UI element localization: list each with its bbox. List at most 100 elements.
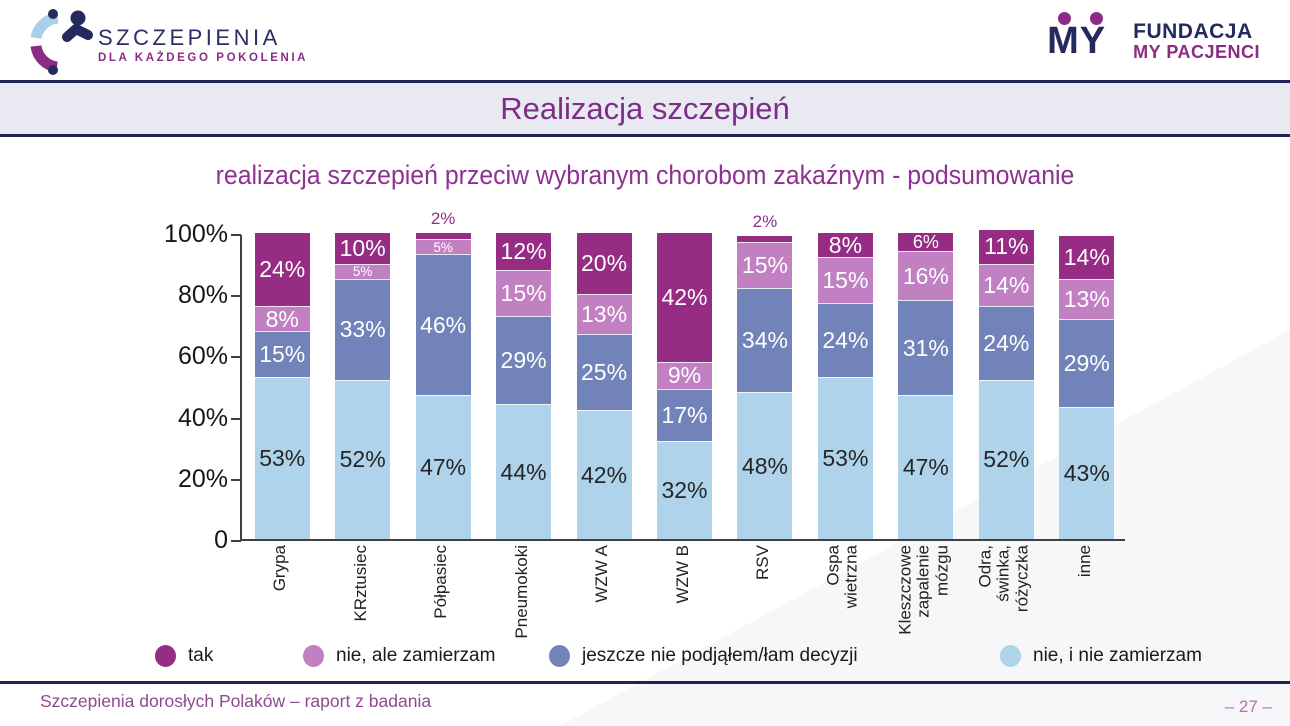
segment-value-label: 43% bbox=[1063, 460, 1110, 487]
bar-segment: 24% bbox=[254, 233, 310, 307]
bar-segment: 8% bbox=[254, 305, 310, 332]
segment-value-label: 24% bbox=[259, 256, 306, 283]
logo-text-fundacja: FUNDACJA bbox=[1133, 19, 1253, 43]
bar-segment: 10% bbox=[335, 233, 391, 264]
x-axis-label: Pneumokoki bbox=[511, 545, 531, 639]
bar-segment: 13% bbox=[576, 294, 632, 334]
y-axis-label: 0 bbox=[214, 526, 228, 554]
bar-segment: 43% bbox=[1059, 407, 1115, 539]
header-divider-line bbox=[0, 80, 1290, 83]
x-axis-label: inne bbox=[1074, 545, 1094, 578]
legend-label: jeszcze nie podjąłem/łam decyzji bbox=[582, 645, 858, 666]
stacked-bar-chart-plot: 100% 80% 60% 40% 20% 0 24% 8% 15% 53% 10% 5% 33% 52% 5… bbox=[164, 209, 1125, 554]
segment-value-label: 42% bbox=[581, 461, 628, 488]
segment-value-label: 33% bbox=[339, 316, 386, 343]
bar-segment: 5% bbox=[335, 263, 391, 280]
x-axis-label: RSV bbox=[752, 545, 772, 580]
bar-segment: 20% bbox=[576, 233, 632, 295]
page-number: – 27 – bbox=[1224, 697, 1272, 716]
footer-divider-line bbox=[0, 681, 1290, 684]
segment-value-label: 52% bbox=[983, 446, 1030, 473]
segment-value-label: 53% bbox=[822, 444, 869, 471]
y-axis-label: 100% bbox=[164, 220, 228, 248]
y-axis-tick bbox=[231, 540, 241, 542]
logo-szczepienia: SZCZEPIENIA DLA KAŻDEGO POKOLENIA bbox=[22, 6, 308, 83]
szczepienia-logo-icon bbox=[22, 6, 96, 83]
bar-segment: 17% bbox=[657, 389, 712, 442]
segment-value-label: 20% bbox=[581, 250, 628, 277]
bar-segment: 47% bbox=[898, 395, 954, 539]
x-axis-label: KRztusiec bbox=[350, 545, 370, 622]
bar-segment: 14% bbox=[978, 263, 1034, 307]
bar-segment: 46% bbox=[415, 254, 471, 396]
segment-value-label: 48% bbox=[741, 452, 788, 479]
bar-Ospa wietrzna: 8% 15% 24% 53% bbox=[817, 231, 873, 539]
bar-segment: 9% bbox=[657, 361, 712, 390]
segment-value-label: 15% bbox=[500, 279, 547, 306]
segment-value-label: 16% bbox=[902, 262, 949, 289]
segment-value-label: 15% bbox=[259, 340, 306, 367]
segment-value-label: 5% bbox=[352, 264, 373, 280]
bar-segment: 8% bbox=[817, 231, 873, 258]
logo-text-my-pacjenci: MY PACJENCI bbox=[1133, 41, 1260, 62]
bar-Pneumokoki: 12% 15% 29% 44% bbox=[496, 233, 552, 539]
bar-segment bbox=[415, 233, 471, 240]
bar-segment: 33% bbox=[335, 278, 391, 380]
y-axis-tick bbox=[231, 478, 241, 481]
segment-value-label: 17% bbox=[661, 402, 708, 429]
x-axis-label: Odra, świnka, różyczka bbox=[975, 545, 1032, 613]
footer-source-text: Szczepienia dorosłych Polaków – raport z… bbox=[40, 691, 432, 711]
y-axis-tick bbox=[231, 417, 241, 420]
legend-color-dot bbox=[155, 645, 176, 667]
segment-value-label: 24% bbox=[822, 327, 869, 354]
legend-item: tak bbox=[155, 645, 213, 667]
title-band: Realizacja szczepień bbox=[0, 83, 1290, 134]
bar-segment: 16% bbox=[898, 251, 954, 301]
segment-value-label: 9% bbox=[667, 362, 702, 389]
x-axis-label: WZW B bbox=[672, 545, 692, 604]
bar-segment: 24% bbox=[978, 306, 1034, 380]
bar-segment: 29% bbox=[496, 315, 552, 405]
bar-segment: 24% bbox=[817, 303, 873, 377]
segment-value-label-above-bar: 2% bbox=[430, 209, 456, 228]
bar-segment: 42% bbox=[576, 410, 632, 539]
segment-value-label: 47% bbox=[902, 454, 949, 481]
segment-value-label: 15% bbox=[822, 267, 869, 294]
segment-value-label: 32% bbox=[661, 477, 708, 504]
segment-value-label: 11% bbox=[984, 233, 1029, 260]
my-pacjenci-logo-text: FUNDACJA MY PACJENCI bbox=[1133, 19, 1260, 62]
bar-RSV: 15% 34% 48% bbox=[737, 236, 793, 539]
logo-head-dot bbox=[1058, 12, 1072, 25]
segment-value-label-above-bar: 2% bbox=[752, 212, 778, 232]
segment-value-label: 29% bbox=[500, 346, 547, 373]
segment-value-label: 8% bbox=[265, 305, 299, 332]
chart-title: realizacja szczepień przeciw wybranym ch… bbox=[215, 160, 1075, 190]
segment-value-label: 44% bbox=[500, 458, 547, 485]
bar-segment: 34% bbox=[737, 288, 793, 393]
bar-segment: 52% bbox=[335, 379, 391, 539]
bar-segment: 44% bbox=[496, 404, 552, 539]
bar-Kleszczowe zapalenie mózgu: 6% 16% 31% 47% bbox=[898, 232, 954, 539]
legend-label: tak bbox=[188, 645, 214, 666]
segment-value-label: 29% bbox=[1063, 350, 1110, 377]
bar-Odra, świnka, różyczka: 11% 14% 24% 52% bbox=[978, 229, 1034, 539]
x-axis-label: Grypa bbox=[270, 545, 290, 592]
bar-KRztusiec: 10% 5% 33% 52% bbox=[335, 233, 391, 539]
bar-WZW A: 20% 13% 25% 42% bbox=[576, 233, 632, 539]
szczepienia-logo-text: SZCZEPIENIA DLA KAŻDEGO POKOLENIA bbox=[98, 25, 308, 64]
bar-segment: 25% bbox=[576, 333, 632, 411]
segment-value-label: 46% bbox=[420, 311, 467, 338]
logo-monogram: MY bbox=[1047, 20, 1107, 62]
y-axis-label: 60% bbox=[177, 342, 228, 371]
legend-item: nie, i nie zamierzam bbox=[1000, 645, 1202, 667]
title-band-divider-line bbox=[0, 134, 1290, 137]
segment-value-label: 8% bbox=[828, 231, 863, 258]
bar-segment: 15% bbox=[254, 330, 310, 377]
segment-value-label: 12% bbox=[500, 237, 547, 264]
x-axis-label: WZW A bbox=[591, 545, 611, 603]
bar-segment: 15% bbox=[817, 257, 873, 304]
segment-value-label: 31% bbox=[902, 334, 949, 361]
segment-value-label: 15% bbox=[741, 252, 788, 279]
bar-Grypa: 24% 8% 15% 53% bbox=[254, 233, 310, 539]
